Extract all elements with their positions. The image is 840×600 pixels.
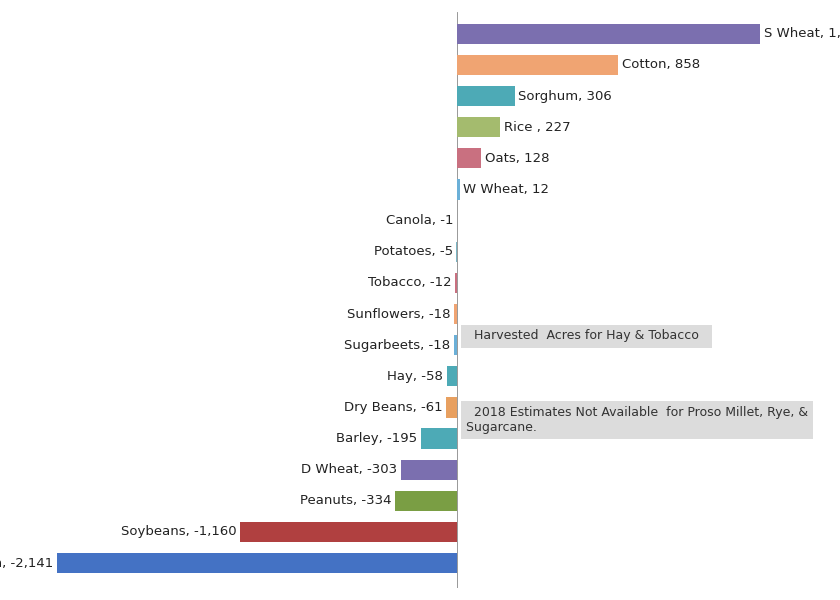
Bar <box>421 428 458 449</box>
Bar <box>458 148 481 169</box>
Bar <box>401 460 458 480</box>
Text: Sorghum, 306: Sorghum, 306 <box>518 89 612 103</box>
Bar <box>57 553 458 573</box>
Text: Soybeans, -1,160: Soybeans, -1,160 <box>121 526 237 538</box>
Bar <box>458 23 760 44</box>
Bar <box>458 55 618 75</box>
Text: Tobacco, -12: Tobacco, -12 <box>368 277 451 289</box>
Bar <box>458 179 459 200</box>
Text: Barley, -195: Barley, -195 <box>336 432 417 445</box>
Bar <box>454 335 458 355</box>
Text: 2018 Estimates Not Available  for Proso Millet, Rye, &
Sugarcane.: 2018 Estimates Not Available for Proso M… <box>466 406 808 434</box>
Text: Harvested  Acres for Hay & Tobacco: Harvested Acres for Hay & Tobacco <box>466 329 707 343</box>
Text: Sunflowers, -18: Sunflowers, -18 <box>347 308 450 320</box>
Bar <box>446 397 458 418</box>
Text: Hay, -58: Hay, -58 <box>387 370 443 383</box>
Text: Sugarbeets, -18: Sugarbeets, -18 <box>344 338 450 352</box>
Text: Dry Beans, -61: Dry Beans, -61 <box>344 401 443 414</box>
Text: Potatoes, -5: Potatoes, -5 <box>374 245 453 258</box>
Bar <box>454 304 458 324</box>
Text: S Wheat, 1,618: S Wheat, 1,618 <box>764 27 840 40</box>
Text: D Wheat, -303: D Wheat, -303 <box>301 463 397 476</box>
Text: Oats, 128: Oats, 128 <box>486 152 549 165</box>
Text: Cotton, 858: Cotton, 858 <box>622 58 700 71</box>
Bar <box>455 273 458 293</box>
Text: Corn, -2,141: Corn, -2,141 <box>0 557 53 569</box>
Text: Rice , 227: Rice , 227 <box>504 121 570 134</box>
Bar <box>240 522 458 542</box>
Text: Peanuts, -334: Peanuts, -334 <box>300 494 391 508</box>
Bar <box>395 491 458 511</box>
Bar <box>458 117 500 137</box>
Bar <box>447 366 458 386</box>
Text: Canola, -1: Canola, -1 <box>386 214 454 227</box>
Text: W Wheat, 12: W Wheat, 12 <box>464 183 549 196</box>
Bar <box>458 86 515 106</box>
Bar <box>456 242 458 262</box>
